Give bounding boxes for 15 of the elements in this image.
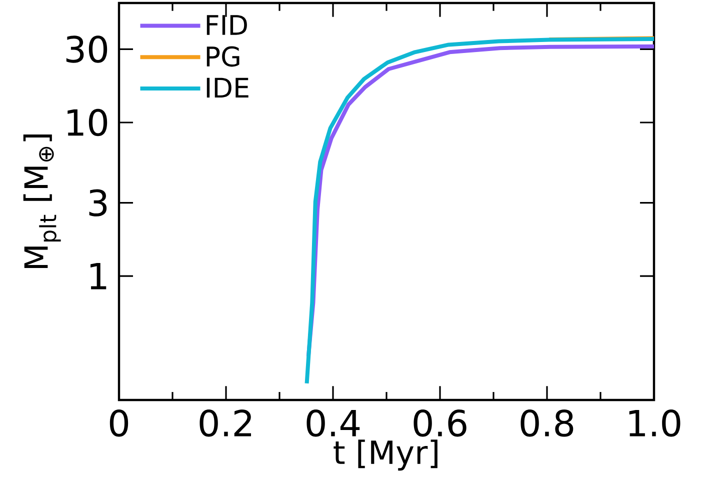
legend-label: IDE <box>206 78 248 98</box>
legend-label: PG <box>206 46 240 67</box>
x-axis-title: t [Myr] <box>334 440 438 471</box>
x-tick-label: 0 <box>110 410 128 437</box>
y-tick-label: 1 <box>90 262 106 290</box>
x-tick-label: 0.8 <box>520 410 574 437</box>
legend-label: FID <box>206 15 247 35</box>
x-tick-label: 0.4 <box>306 410 360 437</box>
x-tick-label: 1.0 <box>629 410 680 437</box>
y-tick-label: 3 <box>89 189 107 216</box>
x-tick-label: 0.2 <box>200 410 252 437</box>
y-axis-title: M$_{plt}$ [M$_{⊕}$] <box>23 134 61 268</box>
y-tick-label: 10 <box>68 108 108 136</box>
y-tick-label: 30 <box>66 36 108 63</box>
x-tick-label: 0.6 <box>414 410 466 437</box>
